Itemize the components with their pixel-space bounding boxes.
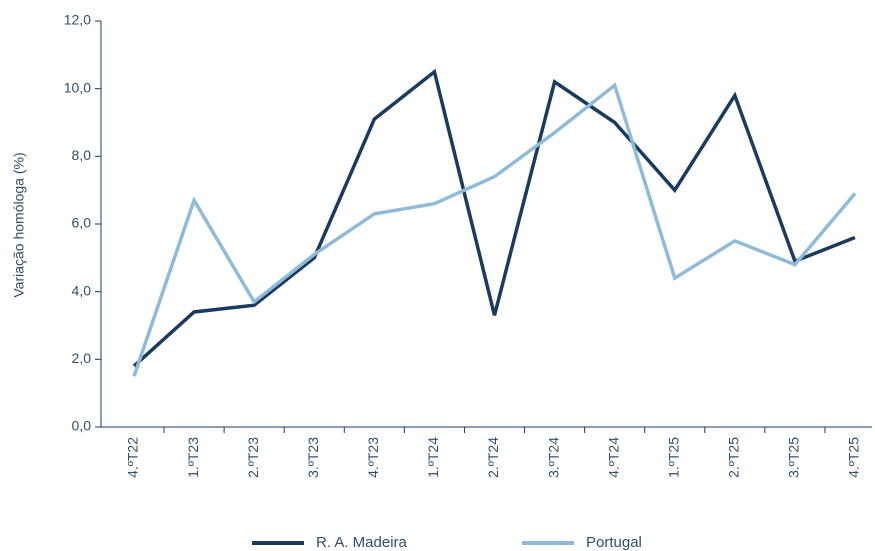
line-series (132, 82, 857, 377)
x-tick-label: 1.ºT25 (665, 437, 681, 478)
x-tick-label: 2.ºT23 (245, 437, 261, 478)
x-tick-label: 4.ºT24 (605, 437, 621, 478)
x-tick-label: 2.ºT24 (485, 437, 501, 478)
y-tick-label: 10,0 (64, 79, 91, 95)
line-series (132, 68, 856, 368)
y-tick-label: 2,0 (72, 350, 92, 366)
x-tick-label: 1.ºT24 (425, 437, 441, 478)
y-axis-label: Variação homóloga (%) (11, 152, 27, 297)
y-tick-label: 6,0 (72, 215, 92, 231)
y-tick-label: 8,0 (72, 147, 92, 163)
legend-label: R. A. Madeira (316, 534, 408, 551)
x-tick-label: 4.ºT23 (365, 437, 381, 478)
y-tick-label: 12,0 (64, 12, 91, 28)
legend-label: Portugal (586, 534, 642, 551)
y-tick-label: 0,0 (72, 418, 92, 434)
x-tick-label: 3.ºT23 (305, 437, 321, 478)
x-tick-label: 4.ºT25 (846, 437, 862, 478)
x-tick-label: 2.ºT25 (726, 437, 742, 478)
x-tick-label: 4.ºT22 (125, 437, 141, 478)
x-tick-label: 3.ºT25 (786, 437, 802, 478)
y-tick-label: 4,0 (72, 282, 92, 298)
x-tick-label: 3.ºT24 (545, 437, 561, 478)
x-tick-label: 1.ºT23 (185, 437, 201, 478)
